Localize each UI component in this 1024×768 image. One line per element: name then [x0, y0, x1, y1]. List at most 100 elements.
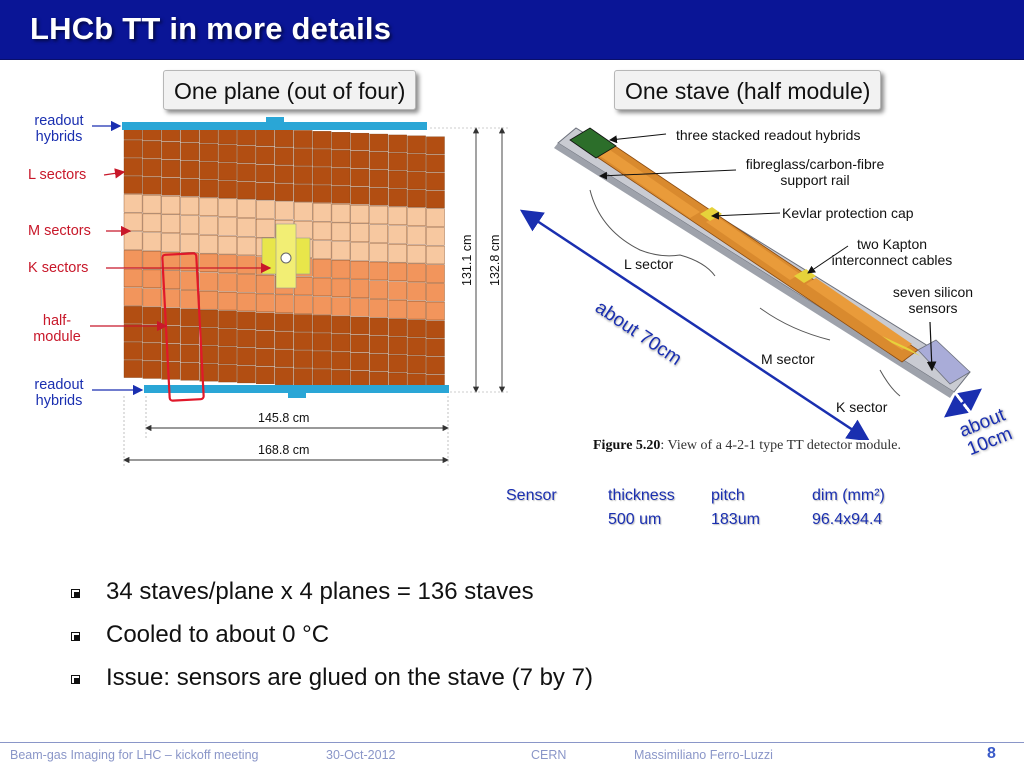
sensor-cell	[256, 312, 275, 331]
sensor-cell	[331, 316, 351, 334]
sensor-cell	[312, 185, 332, 203]
sensor-cell	[237, 292, 256, 312]
sensor-cell	[350, 260, 370, 280]
sensor-cell	[293, 130, 313, 148]
sensor-cell	[142, 251, 162, 270]
sensor-cell	[142, 177, 162, 195]
sensor-cell	[199, 363, 218, 382]
stave-label-kevlar: Kevlar protection cap	[782, 205, 914, 221]
page-number: 8	[987, 745, 996, 762]
sensor-cell	[331, 241, 351, 260]
stave-label-kapton: two Kapton interconnect cables	[831, 236, 953, 268]
dim-outer-height: 132.8 cm	[488, 234, 502, 286]
sensor-cell	[218, 292, 237, 311]
sensor-cell	[275, 165, 294, 183]
sensor-cell	[369, 280, 388, 299]
sensor-cell	[161, 177, 181, 196]
bullet-item: Issue: sensors are glued on the stave (7…	[68, 662, 593, 705]
sensor-cell	[218, 144, 237, 163]
sensor-cell	[388, 134, 407, 153]
sensor-cell	[331, 150, 351, 168]
sensor-cell	[161, 195, 181, 215]
stave-label-sensors: seven silicon sensors	[892, 284, 974, 316]
sensor-cell	[256, 146, 275, 165]
sensor-cell	[180, 196, 199, 216]
sensor-cell	[388, 262, 407, 281]
plane-callout: One plane (out of four)	[163, 70, 417, 110]
sensor-cell	[275, 147, 294, 165]
sensor-value-thickness: 500 um	[608, 511, 662, 528]
sensor-cell	[350, 168, 370, 187]
sensor-cell	[350, 132, 370, 151]
beam-pipe-icon	[280, 252, 292, 264]
sensor-cell	[350, 334, 370, 353]
sensor-cell	[407, 135, 426, 154]
dim-inner-height: 131.1 cm	[460, 234, 474, 286]
sensor-cell	[256, 219, 275, 238]
sensor-cell	[426, 283, 445, 302]
sensor-cell	[350, 186, 370, 205]
sensor-cell	[331, 352, 351, 370]
sensor-cell	[426, 190, 445, 209]
sensor-cell	[256, 275, 275, 294]
sensor-cell	[331, 186, 351, 204]
stave-label-l-sector: L sector	[624, 256, 674, 272]
sensor-cell	[331, 370, 351, 388]
sensor-cell	[293, 314, 313, 332]
sensor-cell	[123, 324, 143, 342]
hybrid-tab-top	[266, 117, 284, 129]
sensor-cell	[275, 349, 294, 367]
arrow-l-sectors	[103, 168, 126, 179]
bullet-box-icon	[71, 632, 80, 641]
sensor-cell	[256, 348, 275, 367]
sensor-cell	[123, 287, 143, 306]
sensor-cell	[161, 325, 181, 344]
sensor-cell	[237, 181, 256, 200]
sensor-cell	[369, 261, 388, 281]
sensor-cell	[426, 136, 445, 155]
sensor-cell	[312, 167, 332, 185]
sensor-cell	[388, 318, 407, 337]
sensor-cell	[199, 143, 218, 162]
sensor-cell	[161, 361, 181, 380]
sensor-cell	[161, 214, 181, 233]
sensor-cell	[123, 194, 143, 213]
footer-place: CERN	[531, 748, 567, 762]
sensor-cell	[312, 203, 332, 222]
sensor-cell	[199, 327, 218, 346]
sensor-cell	[369, 205, 388, 225]
label-readout-hybrids-bottom: readout hybrids	[34, 377, 84, 409]
sensor-cell	[237, 329, 256, 348]
sensor-cell	[123, 212, 143, 232]
figure-caption-label: Figure 5.20	[593, 438, 661, 453]
sensor-cell	[123, 231, 143, 250]
footer-divider	[0, 742, 1024, 743]
sensor-cell	[293, 166, 313, 184]
label-half-module: half- module	[33, 313, 81, 345]
footer-date: 30-Oct-2012	[326, 748, 396, 762]
sensor-cell	[293, 184, 313, 202]
sensor-cell	[237, 145, 256, 164]
stave-label-m-sector: M sector	[761, 351, 815, 367]
title-bar: LHCb TT in more details	[0, 0, 1024, 60]
sensor-cell	[331, 278, 351, 297]
sensor-cell	[123, 342, 143, 360]
sensor-cell	[218, 162, 237, 181]
bullet-box-icon	[71, 675, 80, 684]
sensor-cell	[369, 243, 388, 262]
sensor-cell	[331, 204, 351, 223]
sensor-cell	[218, 254, 237, 273]
sensor-cell	[407, 245, 426, 264]
sensor-cell	[180, 344, 199, 363]
sensor-cell	[275, 201, 294, 220]
sensor-cell	[180, 142, 199, 161]
sensor-cell	[180, 234, 199, 253]
sensor-cell	[161, 270, 181, 289]
sensor-cell	[426, 356, 445, 375]
tt-plane-diagram	[90, 117, 510, 466]
sensor-cell	[161, 141, 181, 160]
sensor-cell	[180, 271, 199, 290]
label-m-sectors: M sectors	[28, 223, 91, 239]
sensor-cell	[237, 127, 256, 146]
sensor-cell	[275, 331, 294, 349]
